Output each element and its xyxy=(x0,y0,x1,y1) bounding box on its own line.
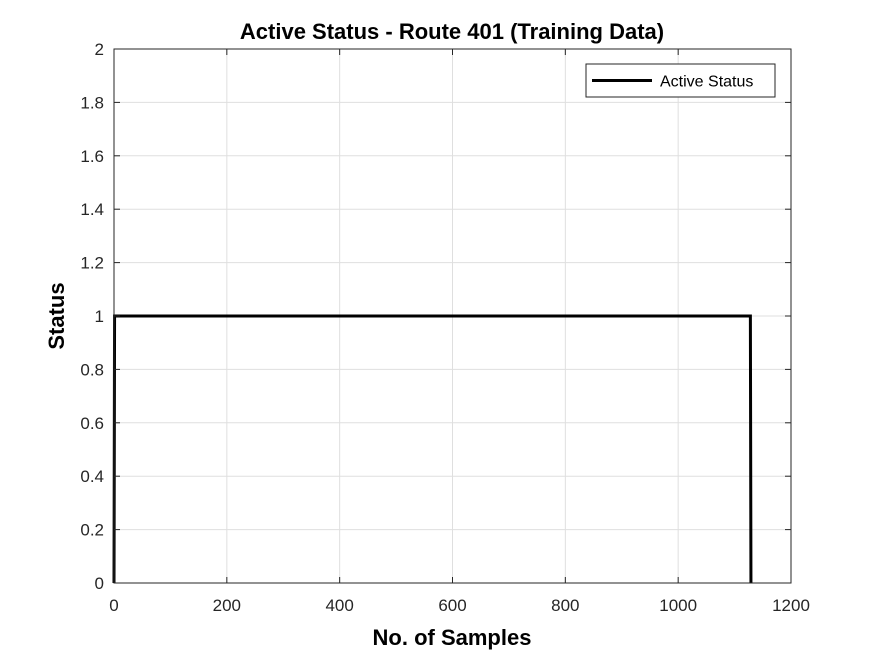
x-axis-label: No. of Samples xyxy=(373,625,532,650)
y-axis-label: Status xyxy=(44,282,69,349)
y-tick-label: 1.6 xyxy=(80,147,104,166)
y-tick-label: 1 xyxy=(95,307,104,326)
legend-label-active-status: Active Status xyxy=(660,74,753,91)
x-tick-labels: 0 200 400 600 800 1000 1200 xyxy=(109,596,810,615)
y-tick-label: 1.4 xyxy=(80,200,104,219)
legend: Active Status xyxy=(585,63,776,98)
y-tick-label: 2 xyxy=(95,40,104,59)
y-tick-label: 1.8 xyxy=(80,93,104,112)
x-tick-label: 800 xyxy=(551,596,579,615)
x-tick-label: 0 xyxy=(109,596,118,615)
y-tick-label: 0 xyxy=(95,574,104,593)
y-tick-label: 1.2 xyxy=(80,254,104,273)
x-tick-label: 1200 xyxy=(772,596,810,615)
x-tick-label: 1000 xyxy=(659,596,697,615)
chart-title: Active Status - Route 401 (Training Data… xyxy=(240,19,664,44)
y-tick-label: 0.8 xyxy=(80,360,104,379)
tick-marks xyxy=(113,48,792,584)
y-tick-labels: 0 0.2 0.4 0.6 0.8 1 1.2 1.4 1.6 1.8 2 xyxy=(80,40,104,593)
y-tick-label: 0.4 xyxy=(80,467,104,486)
x-tick-label: 200 xyxy=(213,596,241,615)
y-tick-label: 0.2 xyxy=(80,521,104,540)
x-tick-label: 400 xyxy=(325,596,353,615)
y-tick-label: 0.6 xyxy=(80,414,104,433)
x-tick-label: 600 xyxy=(438,596,466,615)
